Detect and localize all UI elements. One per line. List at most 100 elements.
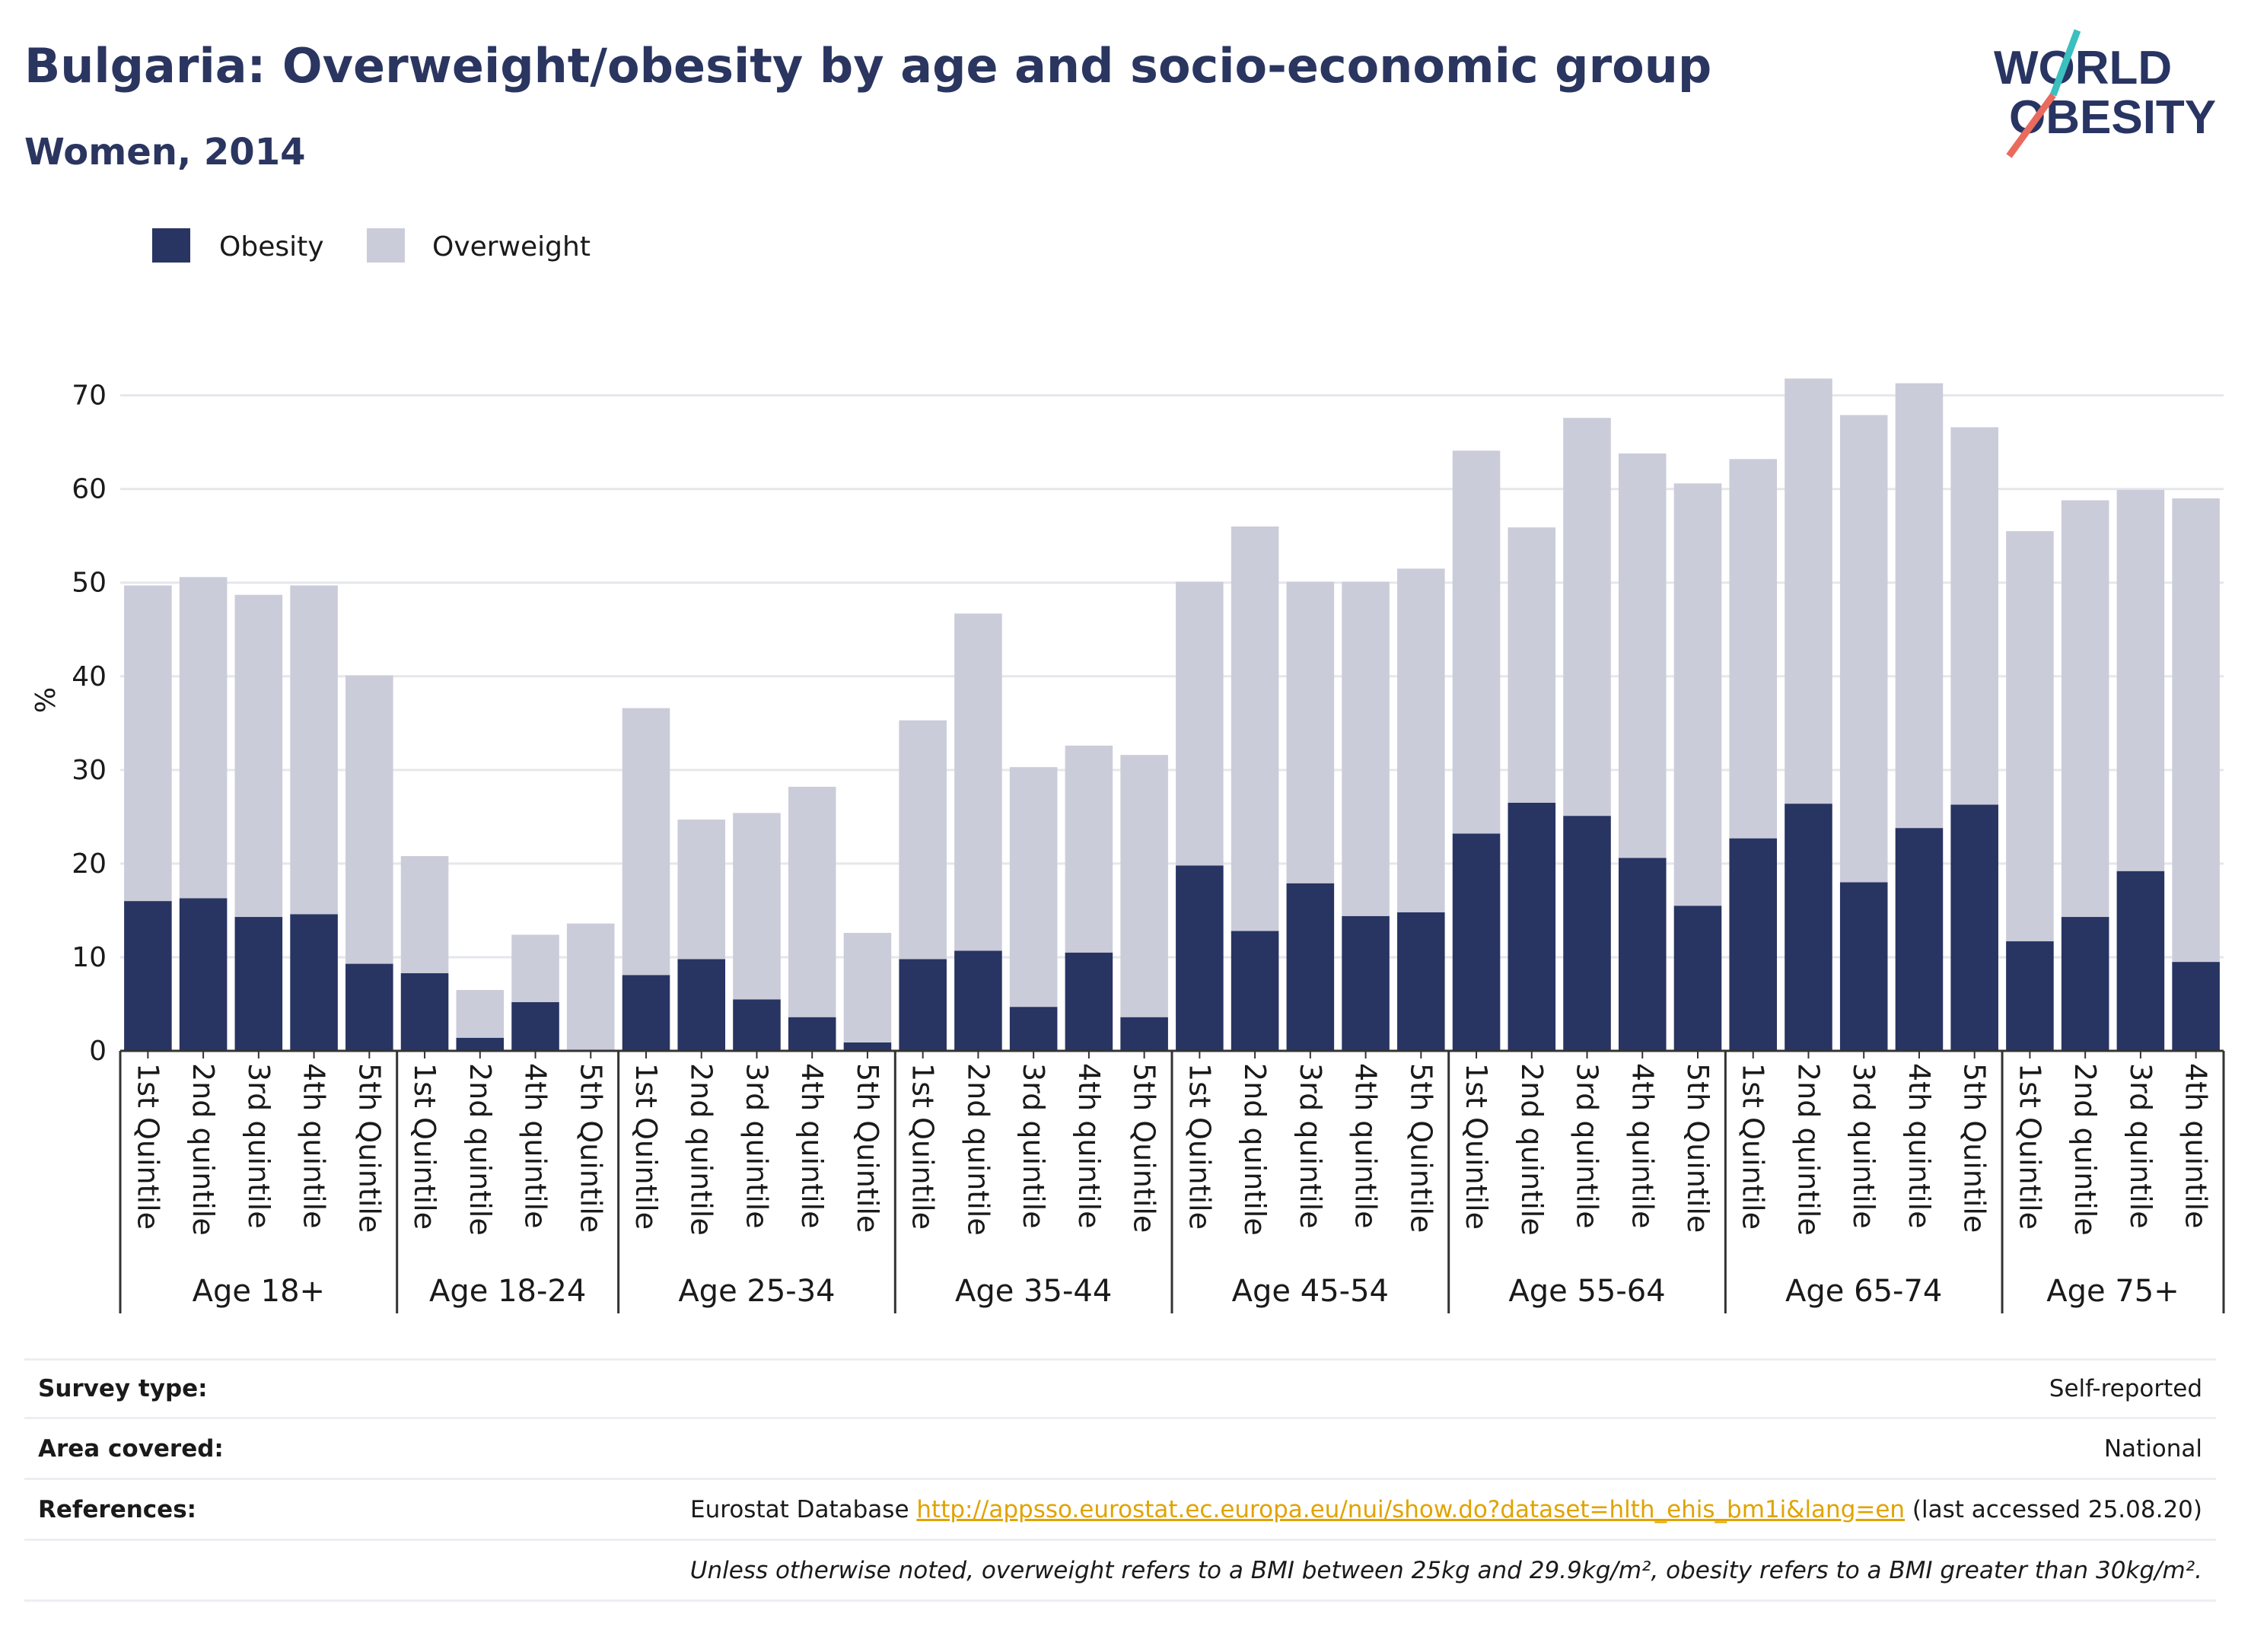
x-category-label: 1st Quintile <box>1737 1063 1770 1230</box>
x-category-label: 5th Quintile <box>1128 1063 1161 1233</box>
bar-overweight <box>1342 581 1390 916</box>
bar-overweight <box>456 990 505 1038</box>
survey-type-value: Self-reported <box>2049 1375 2202 1402</box>
bar-overweight <box>2061 500 2109 918</box>
x-category-label: 4th quintile <box>795 1063 829 1228</box>
x-category-label: 1st Quintile <box>629 1063 663 1230</box>
x-category-label: 4th quintile <box>298 1063 331 1228</box>
y-tick-label: 60 <box>72 474 107 505</box>
x-category-label: 2nd quintile <box>961 1063 995 1236</box>
age-group-label: Age 25-34 <box>678 1274 835 1309</box>
x-category-label: 1st Quintile <box>131 1063 164 1230</box>
x-category-label: 5th Quintile <box>1681 1063 1715 1233</box>
bar-obesity <box>456 1037 505 1051</box>
bar-overweight <box>179 577 228 899</box>
bar-obesity <box>2172 962 2220 1051</box>
bar-obesity <box>1342 915 1390 1051</box>
bar-obesity <box>1286 883 1335 1051</box>
bar-overweight <box>1065 745 1113 953</box>
age-group-label: Age 75+ <box>2046 1274 2179 1309</box>
y-tick-label: 50 <box>72 568 107 599</box>
y-tick-label: 20 <box>72 848 107 880</box>
age-group-label: Age 65-74 <box>1785 1274 1942 1309</box>
bar-obesity <box>677 959 726 1051</box>
x-category-label: 2nd quintile <box>463 1063 497 1236</box>
bar-obesity <box>1452 833 1501 1051</box>
bar-obesity <box>843 1042 892 1051</box>
bars <box>124 378 2220 1051</box>
x-category-label: 2nd quintile <box>1791 1063 1825 1236</box>
bar-obesity <box>1065 952 1113 1051</box>
x-category-label: 4th quintile <box>2179 1063 2213 1228</box>
y-tick-label: 30 <box>72 755 107 786</box>
info-row-survey-type: Survey type: Self-reported <box>24 1358 2216 1419</box>
bar-overweight <box>345 675 393 964</box>
bar-overweight <box>1618 453 1667 858</box>
x-category-label: 4th quintile <box>519 1063 552 1228</box>
age-group-label: Age 55-64 <box>1508 1274 1665 1309</box>
info-row-area: Area covered: National <box>24 1419 2216 1480</box>
bmi-definition-note: Unless otherwise noted, overweight refer… <box>689 1556 2202 1584</box>
logo-slash-coral <box>2006 93 2056 158</box>
stacked-bar-chart: Obesity Overweight % 0 10 20 30 40 50 60 70 1st… <box>30 228 2225 1313</box>
bar-obesity <box>622 975 670 1051</box>
x-category-label: 2nd quintile <box>685 1063 718 1236</box>
age-group-label: Age 18-24 <box>429 1274 586 1309</box>
logo-word-world: WORLD <box>1994 42 2172 94</box>
info-row-references: References: Eurostat Database http://app… <box>24 1480 2216 1541</box>
bar-overweight <box>1729 459 1778 839</box>
bar-obesity <box>1176 865 1224 1051</box>
x-category-label: 4th quintile <box>1902 1063 1936 1228</box>
bar-obesity <box>1397 912 1445 1051</box>
x-category-label: 3rd quintile <box>1294 1063 1327 1229</box>
bar-obesity <box>1120 1017 1168 1051</box>
x-category-label: 2nd quintile <box>1238 1063 1272 1236</box>
bar-obesity <box>1618 858 1667 1051</box>
bar-overweight <box>622 708 670 976</box>
logo-word-obesity: OBESITY <box>2009 91 2216 144</box>
x-category-label: 4th quintile <box>1072 1063 1106 1228</box>
info-table: Survey type: Self-reported Area covered:… <box>24 1358 2216 1602</box>
legend-swatch-obesity <box>152 228 190 263</box>
bar-overweight <box>566 923 615 1051</box>
y-axis-label: % <box>30 687 62 713</box>
legend-label-obesity: Obesity <box>219 231 324 263</box>
bar-obesity <box>1839 882 1888 1051</box>
legend-swatch-overweight <box>367 228 405 263</box>
bar-obesity <box>1729 838 1778 1051</box>
x-category-label: 5th Quintile <box>1404 1063 1438 1233</box>
references-link[interactable]: http://appsso.eurostat.ec.europa.eu/nui/… <box>916 1495 1906 1523</box>
y-axis-ticks: 0 10 20 30 40 50 60 70 <box>72 380 107 1067</box>
x-category-label: 1st Quintile <box>1183 1063 1216 1230</box>
bar-obesity <box>1563 816 1611 1051</box>
references-label: References: <box>38 1495 197 1523</box>
x-category-label: 2nd quintile <box>1515 1063 1549 1236</box>
bar-overweight <box>1673 483 1722 906</box>
bar-overweight <box>954 613 1002 951</box>
bar-overweight <box>677 820 726 960</box>
bar-overweight <box>733 813 781 1000</box>
x-category-label: 1st Quintile <box>906 1063 940 1230</box>
bar-overweight <box>1452 450 1501 834</box>
age-group-label: Age 45-54 <box>1232 1274 1389 1309</box>
x-category-label: 5th Quintile <box>851 1063 884 1233</box>
legend-label-overweight: Overweight <box>432 231 591 263</box>
chart-title: Bulgaria: Overweight/obesity by age and … <box>24 38 1712 94</box>
x-category-label: 2nd quintile <box>2068 1063 2102 1236</box>
bar-obesity <box>954 950 1002 1051</box>
x-category-label: 1st Quintile <box>2013 1063 2046 1230</box>
x-category-label: 3rd quintile <box>1571 1063 1604 1229</box>
bar-overweight <box>2006 531 2054 942</box>
bar-overweight <box>2172 498 2220 963</box>
y-tick-label: 10 <box>72 942 107 973</box>
bar-overweight <box>511 934 559 1003</box>
bar-obesity <box>1785 804 1832 1051</box>
bar-obesity <box>400 972 449 1051</box>
x-category-label: 5th Quintile <box>352 1063 386 1233</box>
world-obesity-logo: WORLD OBESITY <box>1994 29 2216 158</box>
x-category-label: 3rd quintile <box>740 1063 773 1229</box>
y-tick-label: 40 <box>72 661 107 692</box>
bar-obesity <box>1231 931 1279 1051</box>
bar-overweight <box>1397 568 1445 912</box>
bar-obesity <box>1009 1007 1058 1051</box>
